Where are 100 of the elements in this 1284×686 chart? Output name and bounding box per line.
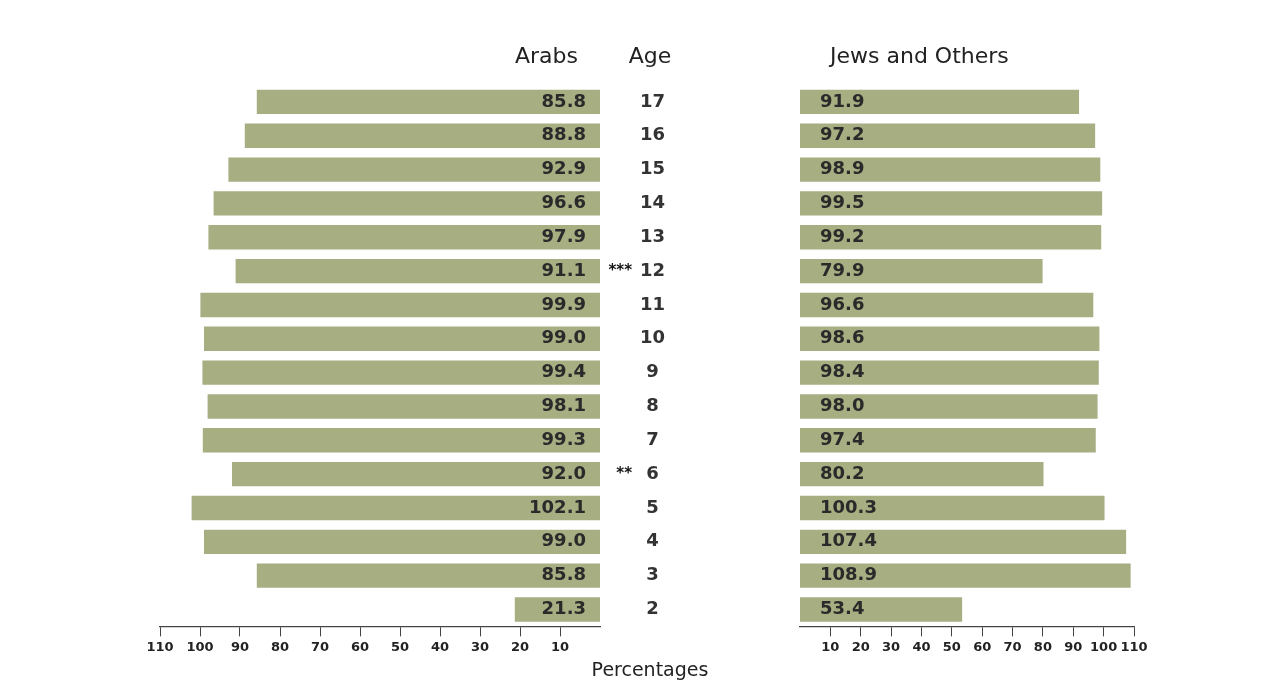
bar [191,495,600,521]
text: 92.9 [541,157,586,179]
bar [800,563,1131,588]
x-tick-label: 80 [1033,638,1052,654]
bar [800,292,1094,318]
text: 85.8 [541,89,586,111]
x-tick-label: 40 [430,638,450,654]
y-tick-label: 2 [646,597,659,619]
x-tick-label: 110 [1120,638,1148,654]
text: 97.9 [541,224,586,246]
text: 98.0 [820,394,865,416]
bar [213,191,600,216]
x-tick-label: 90 [230,638,250,654]
x-tick-label: 100 [186,638,214,654]
chart-title: Jews and Others [828,42,1009,68]
text: 100.3 [820,495,877,517]
x-tick-label: 30 [882,638,901,654]
bar [800,461,1044,487]
text: 92.0 [541,461,586,483]
x-tick-label: 50 [942,638,961,654]
x-axis-title: Percentages [591,657,709,680]
y-tick-label: 15 [639,157,666,179]
bar [800,123,1096,148]
bar [200,292,600,318]
bar [207,394,600,419]
x-tick-label: 110 [146,638,174,654]
text: 91.1 [541,258,586,280]
text: 99.3 [541,427,586,449]
text: 79.9 [820,258,865,280]
y-tick-label: 3 [646,563,659,585]
text: 99.0 [541,529,586,551]
y-tick-label: 16 [639,123,666,145]
text: 91.9 [820,89,865,111]
y-tick-label: 14 [639,191,666,213]
y-tick-label: 5 [646,495,659,517]
bar [800,597,963,622]
x-tick-label: 60 [973,638,992,654]
text: 97.2 [820,123,865,145]
text: *** [608,261,633,279]
bar [228,157,600,182]
bar [256,89,600,115]
x-tick-label: 60 [350,638,370,654]
text: ** [616,464,633,483]
x-tick-label: 30 [470,638,490,654]
bar [244,123,600,148]
y-tick-label: 4 [646,529,659,551]
text: 102.1 [529,495,586,517]
bar [800,428,1096,453]
bar [800,157,1101,182]
x-tick-label: 80 [270,638,290,654]
text: 98.4 [820,360,865,382]
x-tick-label: 100 [1090,638,1118,654]
x-tick-label: 40 [912,638,931,654]
text: 88.8 [541,123,586,145]
x-tick-label: 10 [821,638,840,654]
y-tick-label: 6 [646,461,659,483]
bar [800,225,1102,250]
text: 99.9 [541,292,586,314]
bar [800,326,1100,351]
text: 96.6 [820,292,865,314]
x-tick-label: 70 [1003,638,1022,654]
bar [800,360,1099,385]
text: 99.0 [541,326,586,348]
bar [204,529,600,554]
y-tick-label: 13 [639,224,666,246]
text: 80.2 [820,461,865,483]
text: 99.5 [820,191,865,213]
text: 99.2 [820,224,865,246]
text: 98.9 [820,157,865,179]
x-tick-label: 10 [550,638,570,654]
y-tick-label: 11 [639,292,666,314]
y-tick-label: 8 [646,394,659,416]
text: 98.6 [820,326,865,348]
bar [256,563,600,588]
y-axis-title: Age [628,42,672,68]
bar [800,394,1098,419]
y-tick-label: 7 [646,427,659,449]
x-tick-label: 20 [510,638,530,654]
y-tick-label: 17 [639,89,666,111]
x-tick-label: 20 [851,638,870,654]
y-tick-label: 12 [639,258,666,280]
bar [800,258,1043,284]
bar [204,326,600,351]
bar [235,258,600,284]
text: 85.8 [541,563,586,585]
x-tick-label: 90 [1064,638,1083,654]
bar [800,89,1080,115]
text: 96.6 [541,191,586,213]
text: 99.4 [541,360,586,382]
bar [232,461,600,487]
y-tick-label: 10 [639,326,666,348]
bar [202,360,600,385]
text: 53.4 [820,597,865,619]
text: 107.4 [820,529,877,551]
bar [202,428,600,453]
bar [800,529,1127,554]
text: 108.9 [820,563,877,585]
x-tick-label: 50 [390,638,410,654]
x-tick-label: 70 [310,638,330,654]
text: 21.3 [541,597,586,619]
